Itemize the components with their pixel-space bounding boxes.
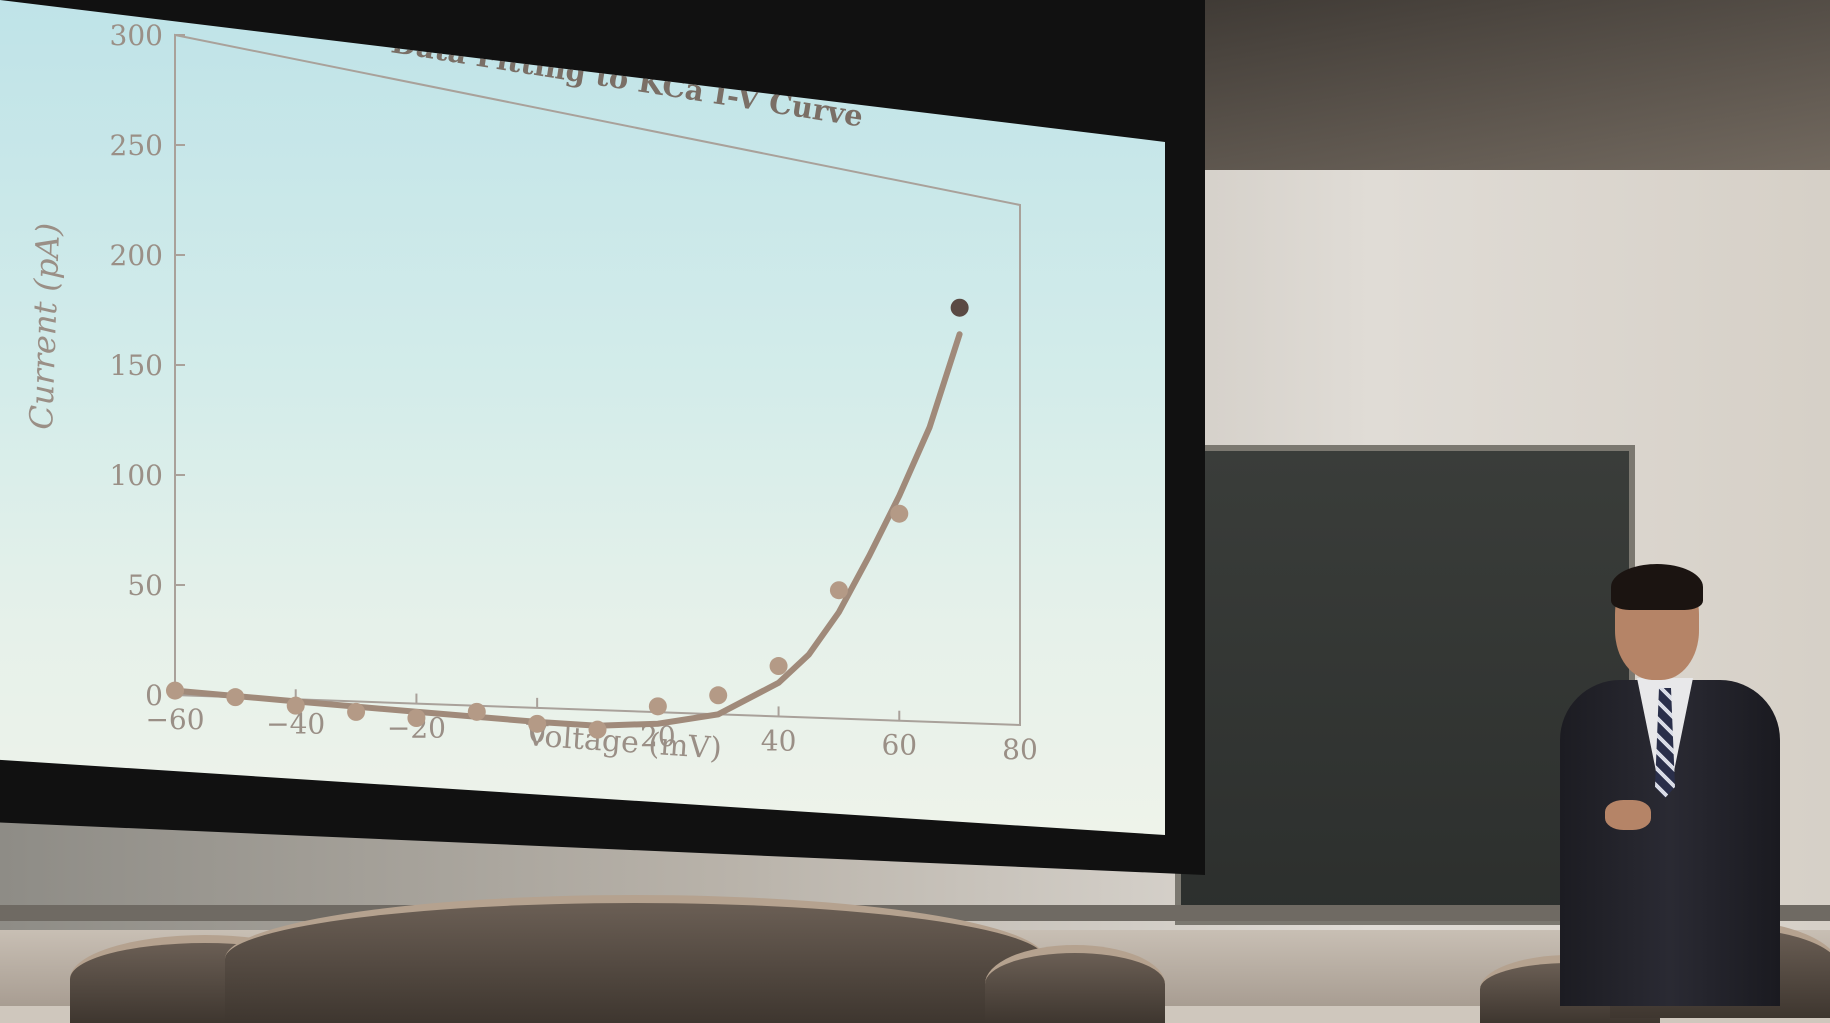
x-tick-label: 60 bbox=[881, 729, 917, 762]
chair-back bbox=[225, 895, 1045, 1023]
data-point bbox=[890, 504, 909, 523]
fit-curve bbox=[172, 331, 963, 729]
x-tick-label: 40 bbox=[761, 724, 797, 757]
data-point bbox=[286, 696, 305, 715]
data-point bbox=[769, 657, 788, 676]
x-tick-label: 80 bbox=[1002, 733, 1038, 766]
data-points bbox=[166, 298, 969, 739]
y-tick-label: 0 bbox=[145, 679, 163, 712]
projector-screen: Data Fitting to KCa I-V Curve Current (p… bbox=[0, 0, 1165, 835]
y-tick-label: 300 bbox=[110, 19, 163, 52]
y-tick-label: 100 bbox=[110, 459, 163, 492]
y-tick-label: 150 bbox=[110, 349, 163, 382]
hair bbox=[1611, 564, 1703, 610]
hand bbox=[1605, 800, 1651, 830]
data-point bbox=[648, 697, 667, 716]
y-tick-label: 250 bbox=[110, 129, 163, 162]
y-tick-label: 50 bbox=[127, 569, 163, 602]
data-point bbox=[166, 681, 184, 700]
chair-back bbox=[985, 945, 1165, 1023]
ceiling-corner bbox=[1180, 0, 1830, 170]
speaker-person bbox=[1525, 564, 1825, 1006]
x-tick-label: −60 bbox=[145, 703, 204, 736]
y-tick-label: 200 bbox=[110, 239, 163, 272]
plot-frame bbox=[174, 33, 1021, 727]
data-point bbox=[528, 714, 547, 733]
data-point bbox=[950, 298, 969, 317]
data-point bbox=[467, 702, 486, 721]
y-tick-labels: 0 50 100 150 200 250 300 bbox=[110, 19, 185, 712]
data-point bbox=[226, 688, 245, 707]
y-axis-label: Current (pA) bbox=[22, 222, 67, 430]
data-point bbox=[588, 720, 607, 739]
data-point bbox=[407, 709, 426, 728]
tie bbox=[1655, 688, 1675, 798]
data-point bbox=[347, 702, 366, 721]
data-point bbox=[709, 686, 728, 705]
data-point bbox=[829, 581, 848, 600]
chart: Data Fitting to KCa I-V Curve Current (p… bbox=[22, 19, 1038, 767]
